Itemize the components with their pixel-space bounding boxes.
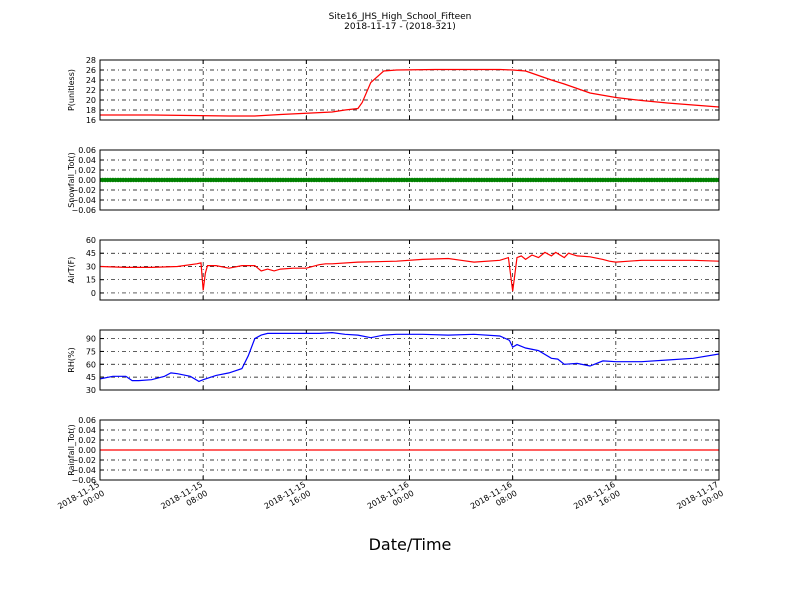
- panel-3: 0 15 30 45 60 AirT(F): [67, 236, 720, 301]
- y-tick-label: 0.04: [78, 156, 96, 165]
- x-tick-label: 2018-11-1508:00: [159, 480, 209, 520]
- y-tick-label: 18: [86, 106, 96, 115]
- data-point: [716, 177, 719, 183]
- panel-2: −0.06−0.04−0.020.000.020.040.06Snowfall_…: [67, 146, 720, 215]
- panel-4: 30 45 60 75 90 RH(%): [67, 329, 720, 395]
- x-tick-label: 2018-11-1700:00: [675, 480, 725, 520]
- x-tick-label: 2018-11-1500:00: [56, 480, 106, 520]
- y-tick-label: 30: [86, 386, 96, 395]
- y-tick-label: −0.04: [71, 196, 96, 205]
- axes-frame: [99, 59, 720, 121]
- y-axis-label: P(unitless): [67, 69, 76, 111]
- y-axis-label: AirT(F): [67, 257, 76, 284]
- x-tick-label: 2018-11-1616:00: [572, 480, 622, 520]
- y-tick-label: 0.06: [78, 416, 96, 425]
- y-tick-label: 0.02: [78, 166, 96, 175]
- y-tick-label: 30: [86, 262, 96, 271]
- x-tick-label: 2018-11-1600:00: [366, 480, 416, 520]
- y-tick-label: 26: [86, 66, 96, 75]
- series-line: [100, 331, 719, 383]
- y-tick-label: 0.04: [78, 426, 96, 435]
- y-tick-label: 0.02: [78, 436, 96, 445]
- y-tick-label: 20: [86, 96, 96, 105]
- y-tick-label: 90: [86, 335, 96, 344]
- y-tick-label: 0.00: [78, 446, 96, 455]
- y-tick-label: 15: [86, 276, 96, 285]
- y-tick-label: 24: [86, 76, 96, 85]
- series-line: [100, 68, 719, 117]
- axes-frame: [99, 329, 720, 391]
- axes-frame: [99, 149, 720, 211]
- y-tick-label: 45: [86, 373, 96, 382]
- y-tick-label: 28: [86, 56, 96, 65]
- panels: 16182022242628P(unitless)−0.06−0.04−0.02…: [67, 56, 720, 485]
- chart-title-line2: 2018-11-17 - (2018-321): [344, 22, 456, 32]
- x-tick-labels: 2018-11-1500:00 2018-11-1508:00 2018-11-15…: [56, 480, 725, 520]
- x-tick-label: 2018-11-1608:00: [469, 480, 519, 520]
- y-tick-label: 22: [86, 86, 96, 95]
- axes-frame: [99, 239, 720, 301]
- y-tick-label: 16: [86, 116, 96, 125]
- x-axis-label: Date/Time: [369, 535, 452, 554]
- panel-5: −0.06−0.04−0.020.000.020.040.06Rainfall_…: [67, 416, 720, 485]
- y-tick-label: −0.06: [71, 206, 96, 215]
- y-tick-label: −0.06: [71, 476, 96, 485]
- y-tick-label: −0.02: [71, 456, 96, 465]
- y-tick-label: −0.02: [71, 186, 96, 195]
- y-tick-label: 75: [86, 347, 96, 356]
- axes-frame: [99, 419, 720, 481]
- y-tick-label: 60: [86, 360, 96, 369]
- y-tick-label: −0.04: [71, 466, 96, 475]
- y-tick-label: 0.06: [78, 146, 96, 155]
- y-axis-label: RH(%): [67, 347, 76, 372]
- x-tick-label: 2018-11-1516:00: [263, 480, 313, 520]
- y-axis-label: Rainfall_Tot(): [67, 424, 76, 476]
- y-tick-label: 0.00: [78, 176, 96, 185]
- chart-title-line1: Site16_JHS_High_School_Fifteen: [329, 12, 472, 22]
- y-axis-label: Snowfall_Tot(): [67, 152, 76, 208]
- y-tick-label: 60: [86, 236, 96, 245]
- y-tick-label: 0: [91, 289, 96, 298]
- series-line: [100, 251, 719, 292]
- y-tick-label: 45: [86, 249, 96, 258]
